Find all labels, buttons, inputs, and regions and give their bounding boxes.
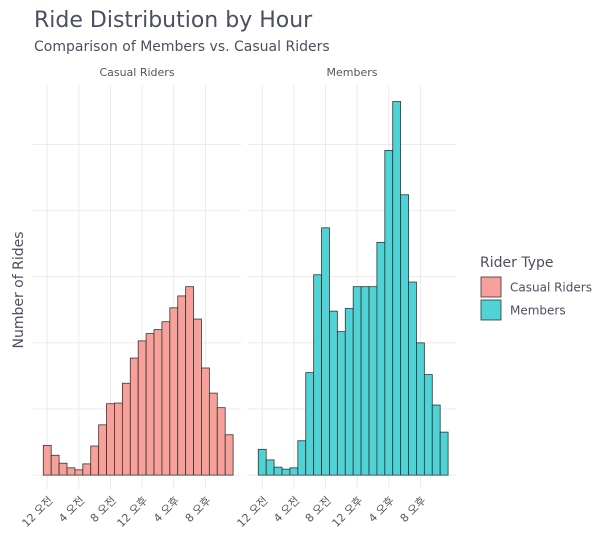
- bar: [201, 367, 210, 476]
- x-tick-label: 4 오후: [366, 494, 397, 525]
- bar: [50, 454, 60, 476]
- bar: [329, 310, 338, 476]
- bar: [313, 274, 322, 476]
- bar: [177, 295, 187, 476]
- x-tick-label: 8 오후: [183, 494, 214, 525]
- bar: [106, 403, 115, 476]
- bar: [408, 281, 417, 476]
- bar: [137, 340, 147, 476]
- x-tick-label: 12 오후: [330, 494, 366, 530]
- bar: [169, 307, 179, 476]
- legend-label: Members: [510, 304, 566, 318]
- facet-label: Members: [327, 66, 378, 79]
- bar: [384, 150, 394, 476]
- bar: [42, 444, 52, 476]
- bar: [439, 431, 449, 476]
- bar: [376, 241, 386, 476]
- bar: [145, 333, 155, 476]
- bar: [400, 194, 409, 476]
- bar: [281, 468, 291, 476]
- bar: [344, 308, 354, 476]
- x-tick-label: 12 오후: [115, 494, 151, 530]
- bar: [216, 407, 226, 476]
- bar: [121, 382, 131, 476]
- bar: [90, 445, 100, 476]
- bar: [305, 372, 315, 476]
- y-axis-label: Number of Rides: [11, 231, 27, 348]
- x-tick-label: 12 오전: [235, 494, 271, 530]
- bar: [82, 463, 92, 476]
- legend-key: [480, 299, 502, 321]
- x-tick-label: 4 오후: [151, 494, 182, 525]
- bar: [74, 469, 84, 476]
- x-tick-label: 12 오전: [20, 494, 56, 530]
- bar: [208, 392, 218, 476]
- x-tick-label: 8 오후: [398, 494, 429, 525]
- bar: [289, 467, 299, 476]
- bar: [98, 424, 107, 476]
- legend-key: [480, 276, 502, 298]
- x-tick-label: 4 오전: [56, 494, 87, 525]
- bar: [352, 286, 362, 476]
- bar: [360, 286, 370, 476]
- legend-title: Rider Type: [480, 255, 553, 271]
- bar: [392, 101, 402, 476]
- bar: [416, 342, 425, 476]
- bar: [265, 459, 275, 476]
- bar: [368, 286, 378, 476]
- bar: [297, 440, 307, 476]
- bar: [193, 318, 202, 476]
- legend-label: Casual Riders: [510, 281, 592, 295]
- chart-subtitle: Comparison of Members vs. Casual Riders: [34, 39, 330, 55]
- bar: [224, 434, 234, 476]
- bar: [161, 321, 171, 476]
- bar: [153, 329, 163, 476]
- chart-title: Ride Distribution by Hour: [34, 8, 313, 33]
- bar: [58, 462, 68, 476]
- x-tick-label: 4 오전: [271, 494, 302, 525]
- bar: [431, 404, 441, 476]
- bar: [66, 467, 76, 476]
- bar: [321, 227, 330, 476]
- bar: [114, 402, 123, 476]
- bar: [336, 331, 346, 476]
- bar: [185, 286, 194, 476]
- bar: [273, 466, 283, 476]
- facet-label: Casual Riders: [99, 66, 174, 79]
- bar: [423, 374, 433, 476]
- bar: [129, 357, 139, 476]
- bar: [257, 448, 267, 476]
